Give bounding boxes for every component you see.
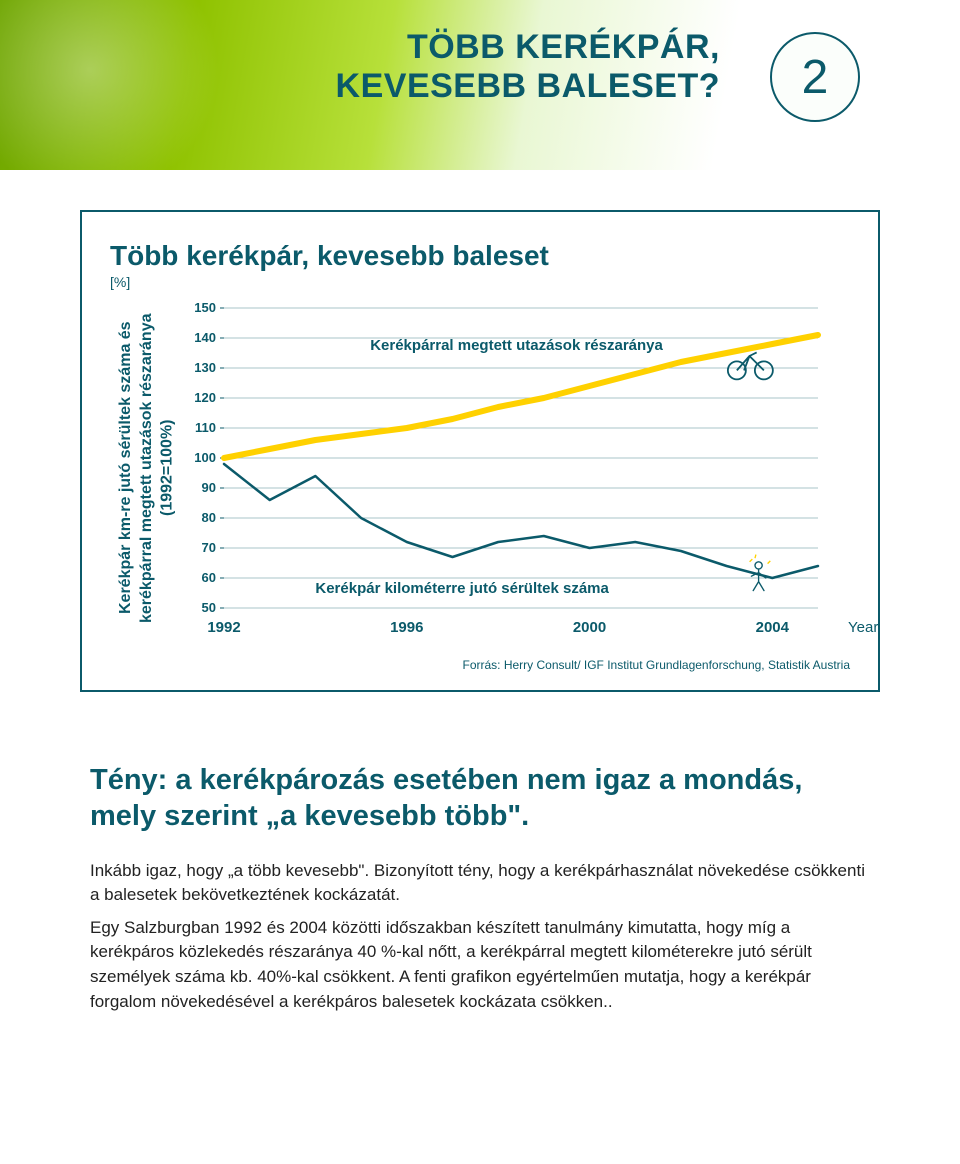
chart-unit: [%] — [110, 274, 850, 290]
svg-text:100: 100 — [195, 450, 217, 465]
chart-source: Forrás: Herry Consult/ IGF Institut Grun… — [110, 658, 850, 672]
svg-text:120: 120 — [195, 390, 217, 405]
page-number: 2 — [802, 50, 829, 105]
chart-plot: 50 60 70 80 90 100 110 120 130 140 150 1992 1996 2000… — [178, 298, 878, 638]
chart-svg: 50 60 70 80 90 100 110 120 130 140 150 1992 1996 2000… — [178, 298, 878, 638]
bike-icon — [728, 352, 773, 379]
svg-text:110: 110 — [195, 420, 216, 435]
header-title: TÖBB KERÉKPÁR, KEVESEBB BALESET? — [336, 28, 720, 106]
svg-text:130: 130 — [195, 360, 217, 375]
svg-text:Year: Year — [848, 619, 878, 636]
para1: Inkább igaz, hogy „a több kevesebb". Biz… — [90, 859, 870, 908]
yaxis-label-line2: kerékpárral megtett utazások részaránya — [138, 313, 155, 623]
svg-text:2000: 2000 — [573, 619, 606, 636]
svg-text:Kerékpár kilométerre jutó sérü: Kerékpár kilométerre jutó sérültek száma — [316, 580, 610, 597]
svg-text:Kerékpárral megtett utazások r: Kerékpárral megtett utazások részaránya — [371, 337, 664, 354]
chart-card: Több kerékpár, kevesebb baleset [%] Keré… — [80, 210, 880, 692]
svg-text:60: 60 — [202, 570, 216, 585]
svg-text:80: 80 — [202, 510, 216, 525]
svg-text:150: 150 — [195, 300, 217, 315]
page-header: TÖBB KERÉKPÁR, KEVESEBB BALESET? 2 — [0, 0, 960, 170]
svg-text:50: 50 — [202, 600, 216, 615]
svg-text:90: 90 — [202, 480, 216, 495]
page-number-badge: 2 — [770, 32, 860, 122]
header-title-line1: TÖBB KERÉKPÁR, — [336, 28, 720, 67]
svg-text:70: 70 — [202, 540, 216, 555]
yaxis-label-line3: (1992=100%) — [159, 420, 176, 517]
svg-text:2004: 2004 — [756, 619, 790, 636]
svg-text:1996: 1996 — [390, 619, 423, 636]
yaxis-label: Kerékpár km-re jutó sérültek száma és ke… — [110, 298, 178, 638]
para2: Egy Salzburgban 1992 és 2004 közötti idő… — [90, 916, 870, 1015]
chart-title: Több kerékpár, kevesebb baleset — [110, 240, 850, 272]
yaxis-label-line1: Kerékpár km-re jutó sérültek száma és — [117, 322, 134, 615]
svg-text:140: 140 — [195, 330, 217, 345]
svg-text:1992: 1992 — [208, 619, 241, 636]
body-text: Tény: a kerékpározás esetében nem igaz a… — [90, 762, 870, 1014]
statement: Tény: a kerékpározás esetében nem igaz a… — [90, 762, 870, 835]
header-title-line2: KEVESEBB BALESET? — [336, 67, 720, 106]
